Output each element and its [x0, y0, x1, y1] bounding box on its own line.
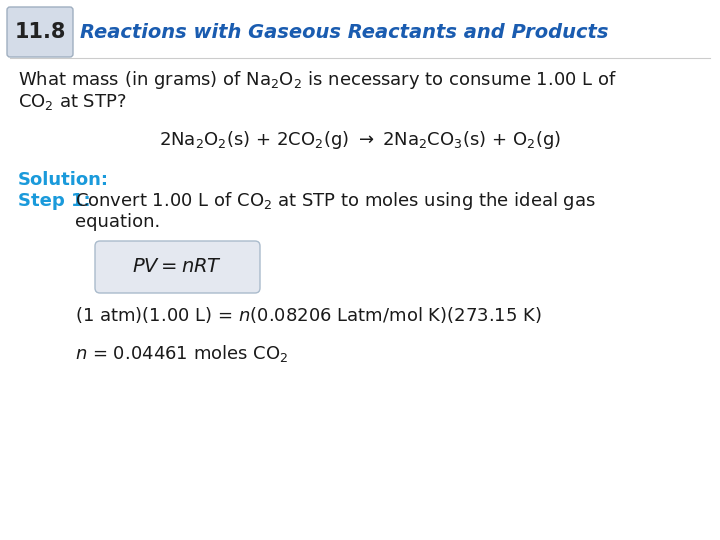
Text: $PV = nRT$: $PV = nRT$ [132, 258, 222, 276]
Text: equation.: equation. [75, 213, 161, 231]
Text: 11.8: 11.8 [14, 22, 66, 42]
Text: What mass (in grams) of Na$_2$O$_2$ is necessary to consume 1.00 L of: What mass (in grams) of Na$_2$O$_2$ is n… [18, 69, 617, 91]
Text: 2Na$_2$O$_2$(s) + 2CO$_2$(g) $\rightarrow$ 2Na$_2$CO$_3$(s) + O$_2$(g): 2Na$_2$O$_2$(s) + 2CO$_2$(g) $\rightarro… [159, 129, 561, 151]
Text: Convert 1.00 L of CO$_2$ at STP to moles using the ideal gas: Convert 1.00 L of CO$_2$ at STP to moles… [75, 190, 595, 212]
FancyBboxPatch shape [95, 241, 260, 293]
FancyBboxPatch shape [7, 7, 73, 57]
Text: Reactions with Gaseous Reactants and Products: Reactions with Gaseous Reactants and Pro… [80, 23, 608, 42]
Text: $n$ = 0.04461 moles CO$_2$: $n$ = 0.04461 moles CO$_2$ [75, 342, 289, 363]
Text: Step 1:: Step 1: [18, 192, 91, 210]
Text: CO$_2$ at STP?: CO$_2$ at STP? [18, 92, 127, 112]
Text: (1 atm)(1.00 L) = $n$(0.08206 Latm/mol K)(273.15 K): (1 atm)(1.00 L) = $n$(0.08206 Latm/mol K… [75, 305, 541, 325]
Text: Solution:: Solution: [18, 171, 109, 189]
